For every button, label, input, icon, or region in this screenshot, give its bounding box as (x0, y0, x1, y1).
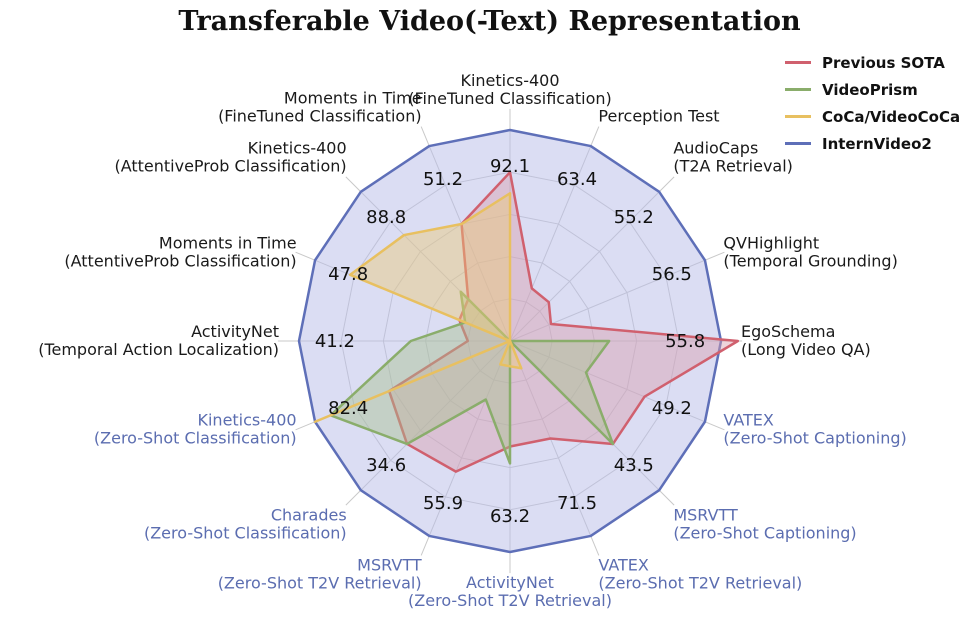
value-label-10: 55.9 (423, 493, 463, 514)
axis-label-line-14-2: (AttentiveProb Classification) (64, 252, 296, 271)
axis-label-1: Kinetics-400 (FineTuned Classification) (408, 71, 612, 108)
axis-label-7: MSRVTT (Zero-Shot Captioning) (673, 505, 856, 542)
axis-label-line-11-1: Charades (271, 505, 347, 524)
legend-item-videoprism: VideoPrism (785, 76, 960, 103)
value-label-2: 63.4 (557, 169, 597, 190)
axis-label-4: QVHighlight (Temporal Grounding) (723, 234, 897, 271)
axis-label-5: EgoSchema (Long Video QA) (741, 322, 871, 359)
axis-label-line-7-2: (Zero-Shot Captioning) (673, 523, 856, 542)
value-label-5: 55.8 (665, 331, 705, 352)
legend-label-internvideo2: InternVideo2 (822, 134, 932, 153)
axis-label-line-4-1: QVHighlight (723, 234, 819, 253)
value-label-15: 88.8 (366, 207, 406, 228)
axis-label-9: ActivityNet (Zero-Shot T2V Retrieval) (408, 573, 612, 610)
axis-label-line-5-2: (Long Video QA) (741, 340, 871, 359)
legend-item-previous-sota: Previous SOTA (785, 49, 960, 76)
legend-label-coca-videococa: CoCa/VideoCoCa (822, 107, 961, 126)
axis-label-line-8-1: VATEX (598, 555, 649, 574)
axis-label-13: ActivityNet (Temporal Action Localization… (38, 322, 279, 359)
axis-label-line-3-1: AudioCaps (673, 139, 758, 158)
legend-swatch-coca-videococa (785, 115, 811, 118)
value-label-13: 41.2 (315, 331, 355, 352)
axis-label-14: Moments in Time (AttentiveProb Classifica… (64, 234, 296, 271)
value-label-1: 92.1 (490, 156, 530, 177)
axis-label-line-12-1: Kinetics-400 (197, 410, 296, 429)
legend-swatch-internvideo2 (785, 142, 811, 145)
axis-label-line-13-1: ActivityNet (191, 322, 279, 341)
axis-label-line-16-2: (FineTuned Classification) (218, 107, 422, 126)
legend-swatch-previous-sota (785, 61, 811, 64)
axis-label-line-10-2: (Zero-Shot T2V Retrieval) (218, 573, 422, 592)
value-label-7: 43.5 (614, 455, 654, 476)
value-label-3: 55.2 (614, 207, 654, 228)
legend-swatch-videoprism (785, 88, 811, 91)
axis-label-line-3-2: (T2A Retrieval) (673, 157, 793, 176)
axis-label-line-6-2: (Zero-Shot Captioning) (723, 428, 906, 447)
value-label-8: 71.5 (557, 493, 597, 514)
axis-label-15: Kinetics-400 (AttentiveProb Classificatio… (114, 139, 346, 176)
axis-label-line-8-2: (Zero-Shot T2V Retrieval) (598, 573, 802, 592)
series-coca-videococa (313, 192, 523, 423)
axis-label-line-4-2: (Temporal Grounding) (723, 252, 897, 271)
axis-label-line-16-1: Moments in Time (284, 89, 422, 108)
value-label-14: 47.8 (328, 264, 368, 285)
axis-label-line-1-1: Kinetics-400 (460, 71, 559, 90)
axis-label-3: AudioCaps (T2A Retrieval) (673, 139, 793, 176)
value-label-12: 82.4 (328, 398, 368, 419)
axis-label-line-14-1: Moments in Time (159, 234, 297, 253)
axis-label-line-2-1: Perception Test (598, 107, 719, 126)
chart-title: Transferable Video(-Text) Representation (178, 6, 801, 37)
chart-legend: Previous SOTA VideoPrism CoCa/VideoCoCa … (785, 49, 960, 157)
axis-label-12: Kinetics-400 (Zero-Shot Classification) (94, 410, 297, 447)
axis-label-line-5-1: EgoSchema (741, 322, 835, 341)
axis-label-line-9-2: (Zero-Shot T2V Retrieval) (408, 591, 612, 610)
axis-label-line-7-1: MSRVTT (673, 505, 738, 524)
axis-label-line-13-2: (Temporal Action Localization) (38, 340, 279, 359)
legend-label-videoprism: VideoPrism (822, 80, 918, 99)
axis-label-11: Charades (Zero-Shot Classification) (144, 505, 347, 542)
legend-label-previous-sota: Previous SOTA (822, 53, 945, 72)
axis-label-line-9-1: ActivityNet (466, 573, 554, 592)
axis-label-line-12-2: (Zero-Shot Classification) (94, 428, 297, 447)
axis-label-2: Perception Test (598, 107, 719, 126)
value-label-4: 56.5 (652, 264, 692, 285)
axis-label-6: VATEX (Zero-Shot Captioning) (723, 410, 906, 447)
legend-item-internvideo2: InternVideo2 (785, 130, 960, 157)
axis-label-line-10-1: MSRVTT (357, 555, 422, 574)
value-label-9: 63.2 (490, 506, 530, 527)
axis-label-line-15-1: Kinetics-400 (248, 139, 347, 158)
axis-label-16: Moments in Time (FineTuned Classification… (218, 89, 422, 126)
value-label-6: 49.2 (652, 398, 692, 419)
axis-label-line-15-2: (AttentiveProb Classification) (114, 157, 346, 176)
value-label-16: 51.2 (423, 169, 463, 190)
axis-label-line-11-2: (Zero-Shot Classification) (144, 523, 347, 542)
legend-item-coca-videococa: CoCa/VideoCoCa (785, 103, 960, 130)
axis-label-8: VATEX (Zero-Shot T2V Retrieval) (598, 555, 802, 592)
value-label-11: 34.6 (366, 455, 406, 476)
axis-label-line-6-1: VATEX (723, 410, 774, 429)
axis-label-line-1-2: (FineTuned Classification) (408, 89, 612, 108)
axis-label-10: MSRVTT (Zero-Shot T2V Retrieval) (218, 555, 422, 592)
